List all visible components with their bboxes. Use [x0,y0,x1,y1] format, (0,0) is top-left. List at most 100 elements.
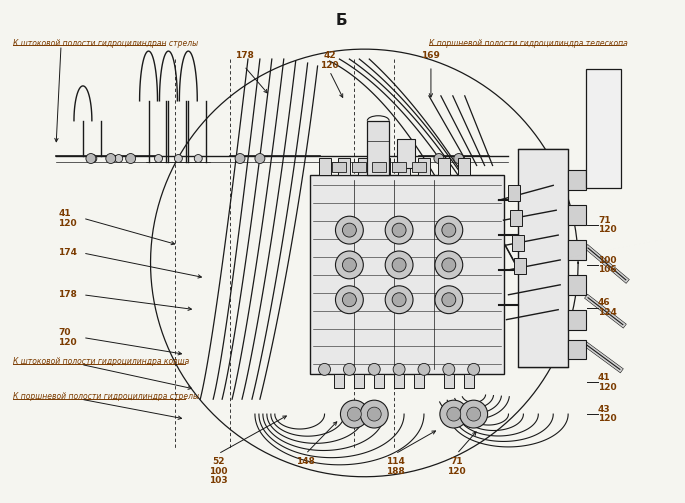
Text: 41
120: 41 120 [58,209,77,227]
Circle shape [336,216,363,244]
Circle shape [453,153,464,163]
Text: 71
120: 71 120 [447,457,466,475]
Bar [332,162,347,173]
Bar [438,157,450,176]
Bar [508,186,521,201]
Text: 52
100
103: 52 100 103 [209,457,227,485]
Circle shape [418,363,430,375]
Circle shape [105,153,116,163]
Text: 71
120: 71 120 [598,216,616,234]
Circle shape [342,293,356,307]
Circle shape [466,407,481,421]
Bar [367,121,389,176]
Circle shape [235,153,245,163]
Circle shape [392,258,406,272]
Bar [392,162,406,173]
Bar [378,157,390,176]
Bar [374,374,384,388]
Text: К штоковой полости гидроцилиндра ковша: К штоковой полости гидроцилиндра ковша [13,358,190,366]
Circle shape [336,251,363,279]
Circle shape [342,223,356,237]
Text: К поршневой полости гидроцилиндра стрелы: К поршневой полости гидроцилиндра стрелы [13,392,199,401]
Circle shape [385,286,413,314]
Bar [394,374,404,388]
Bar [586,69,621,188]
Bar [568,205,586,225]
Text: К штоковой полости гидроцилиндран стрелы: К штоковой полости гидроцилиндран стрелы [13,39,199,48]
Circle shape [440,400,468,428]
Bar [568,171,586,190]
Circle shape [460,400,488,428]
Circle shape [86,153,96,163]
Circle shape [175,154,182,162]
Bar [310,176,503,374]
Bar [414,374,424,388]
Circle shape [434,153,444,163]
Circle shape [393,363,405,375]
Bar [568,240,586,260]
Bar [398,157,410,176]
Circle shape [347,407,361,421]
Bar [338,157,351,176]
Text: 114
188: 114 188 [386,457,405,475]
Bar [354,374,364,388]
Circle shape [435,216,463,244]
Bar [514,258,526,274]
Circle shape [447,407,461,421]
Bar [418,157,430,176]
Text: 178: 178 [234,51,253,60]
Text: 70
120: 70 120 [58,328,77,347]
Text: 46
124: 46 124 [598,298,617,317]
Bar [372,162,386,173]
Text: 178: 178 [58,290,77,299]
Bar [319,157,330,176]
Bar [358,157,371,176]
Circle shape [442,293,456,307]
Circle shape [195,154,202,162]
Circle shape [385,251,413,279]
Bar [510,210,523,226]
Circle shape [435,251,463,279]
Bar [512,235,525,251]
Circle shape [468,363,479,375]
Text: 42
120: 42 120 [320,51,339,70]
Circle shape [319,363,330,375]
Bar [568,275,586,295]
Circle shape [115,154,123,162]
Circle shape [443,363,455,375]
Circle shape [360,400,388,428]
Text: 148: 148 [296,457,315,466]
Bar [568,310,586,329]
Circle shape [392,293,406,307]
Bar [458,157,470,176]
Bar [464,374,474,388]
Circle shape [385,216,413,244]
Text: К поршневой полости гидроцилиндра телескопа: К поршневой полости гидроцилиндра телеск… [429,39,627,48]
Circle shape [255,153,265,163]
Bar [397,139,415,169]
Circle shape [125,153,136,163]
Bar [412,162,426,173]
Circle shape [336,286,363,314]
Bar [334,374,345,388]
Text: 100
106: 100 106 [598,256,616,274]
Circle shape [340,400,369,428]
Circle shape [343,363,356,375]
Circle shape [435,286,463,314]
Bar [568,340,586,360]
Text: 41
120: 41 120 [598,373,616,392]
Bar [444,374,453,388]
Text: 174: 174 [58,248,77,258]
Circle shape [155,154,162,162]
Circle shape [392,223,406,237]
Text: 169: 169 [421,51,440,60]
Circle shape [342,258,356,272]
Bar [352,162,366,173]
Circle shape [442,223,456,237]
Circle shape [89,154,97,162]
Circle shape [367,407,382,421]
Circle shape [442,258,456,272]
Circle shape [369,363,380,375]
Text: Б: Б [336,13,347,28]
Bar [519,148,568,367]
